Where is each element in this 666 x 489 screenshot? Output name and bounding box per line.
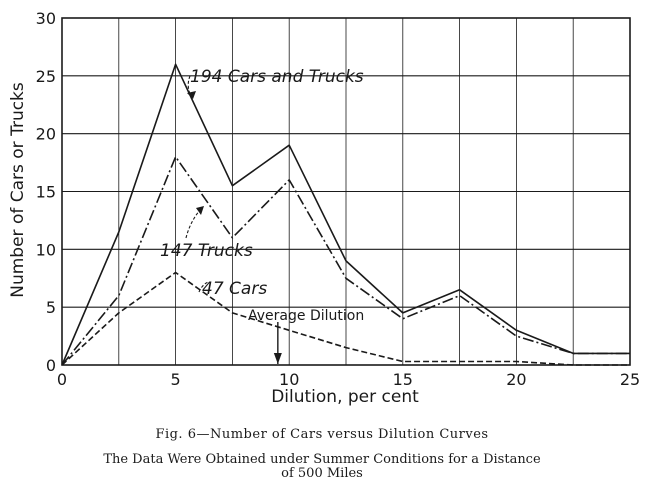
x-tick-label: 15 bbox=[393, 370, 413, 389]
y-tick-label: 5 bbox=[46, 298, 56, 317]
series-line-0 bbox=[61, 63, 630, 366]
caption-subtitle-line-1: The Data Were Obtained under Summer Cond… bbox=[103, 452, 541, 467]
series-line-2 bbox=[61, 271, 630, 366]
caption-subtitle-line-2: of 500 Miles bbox=[281, 466, 363, 481]
average-dilution-label: Average Dilution bbox=[248, 308, 364, 324]
leader-47-cars bbox=[198, 281, 209, 293]
x-tick-label: 0 bbox=[57, 370, 67, 389]
arrowhead-194 bbox=[187, 91, 196, 99]
x-tick-label: 20 bbox=[506, 370, 526, 389]
y-tick-labels: 0 5 10 15 20 25 30 bbox=[36, 9, 56, 375]
average-dilution-marker bbox=[273, 322, 282, 364]
y-tick-label: 25 bbox=[36, 67, 56, 86]
x-tick-labels: 0 5 10 15 20 25 bbox=[57, 370, 640, 389]
series-label-194-cars-and-trucks: 194 Cars and Trucks bbox=[190, 67, 364, 87]
plot-area-frame bbox=[61, 17, 631, 366]
series-line-1 bbox=[61, 156, 630, 366]
arrowhead-147 bbox=[196, 206, 204, 215]
arrowheads bbox=[187, 91, 204, 215]
x-axis-title: Dilution, per cent bbox=[271, 387, 419, 407]
y-axis-title: Number of Cars or Trucks bbox=[8, 82, 28, 298]
y-tick-label: 10 bbox=[36, 240, 56, 259]
y-tick-label: 30 bbox=[36, 9, 56, 28]
x-tick-label: 5 bbox=[171, 370, 181, 389]
y-tick-label: 0 bbox=[46, 356, 56, 375]
leader-194-cars-and-trucks bbox=[187, 75, 192, 97]
series-lines bbox=[61, 63, 630, 366]
chart-grid bbox=[62, 18, 630, 365]
average-dilution-arrowhead bbox=[273, 353, 282, 364]
y-tick-label: 20 bbox=[36, 125, 56, 144]
caption-title: Fig. 6—Number of Cars versus Dilution Cu… bbox=[155, 427, 488, 442]
y-tick-label: 15 bbox=[36, 183, 56, 202]
leader-147-trucks bbox=[185, 209, 201, 239]
series-label-147-trucks: 147 Trucks bbox=[160, 241, 253, 261]
x-tick-label: 10 bbox=[279, 370, 299, 389]
annotation-leader-lines bbox=[185, 75, 209, 293]
series-label-47-cars: 47 Cars bbox=[202, 279, 267, 299]
x-tick-label: 25 bbox=[620, 370, 640, 389]
